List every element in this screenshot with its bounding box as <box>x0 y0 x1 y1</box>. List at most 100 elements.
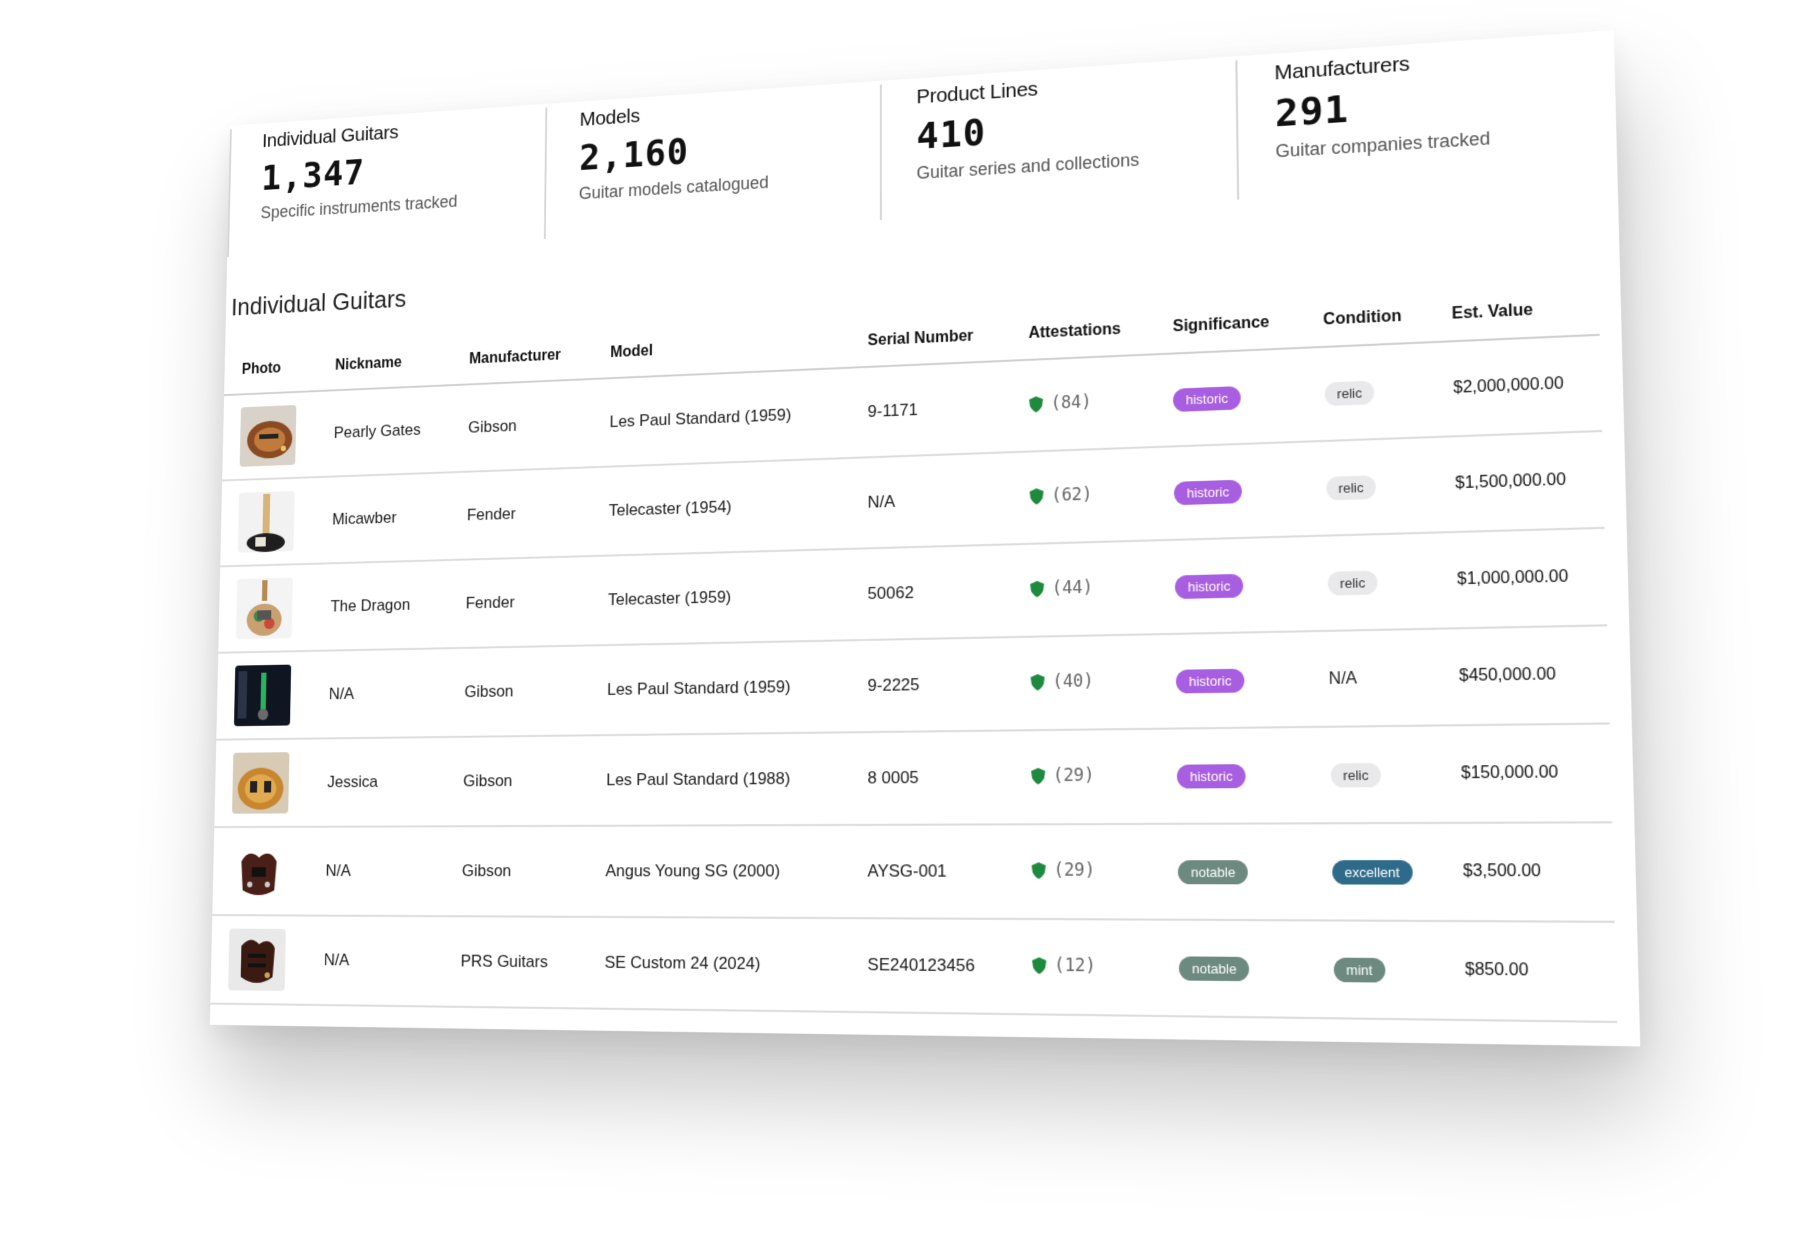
serial-cell: 9-2225 <box>848 637 1010 732</box>
nickname-cell: The Dragon <box>312 560 448 651</box>
serial-cell: N/A <box>848 452 1009 549</box>
value-cell: $1,500,000.00 <box>1433 431 1605 533</box>
significance-badge: historic <box>1174 479 1241 505</box>
attestations-cell: (44) <box>1010 540 1156 637</box>
model-cell: SE Custom 24 (2024) <box>585 917 848 1012</box>
column-header-photo[interactable]: Photo <box>224 345 318 395</box>
value-cell: $450,000.00 <box>1437 625 1610 725</box>
table-row[interactable]: N/A PRS Guitars SE Custom 24 (2024) SE24… <box>210 915 1617 1022</box>
stat-individual-guitars: Individual Guitars 1,347 Specific instru… <box>227 111 491 257</box>
column-header-condition[interactable]: Condition <box>1302 292 1431 348</box>
manufacturer-cell: PRS Guitars <box>442 916 587 1008</box>
significance-cell: notable <box>1157 823 1311 920</box>
significance-cell: historic <box>1153 348 1304 447</box>
manufacturer-cell: Fender <box>447 556 590 648</box>
nickname-cell: Micawber <box>314 472 450 563</box>
model-cell: Telecaster (1959) <box>589 549 848 646</box>
stat-manufacturers: Manufacturers 291 Guitar companies track… <box>1235 39 1552 200</box>
attestations[interactable]: (84) <box>1029 392 1092 415</box>
condition-cell: excellent <box>1310 823 1442 921</box>
column-header-value[interactable]: Est. Value <box>1430 284 1600 342</box>
column-header-serial[interactable]: Serial Number <box>848 312 1008 368</box>
attestations[interactable]: (62) <box>1029 484 1092 506</box>
shield-icon <box>1032 957 1046 974</box>
photo-cell <box>216 651 312 740</box>
attestation-count: (40) <box>1052 671 1094 692</box>
significance-cell: notable <box>1158 920 1313 1018</box>
attestations-cell: (84) <box>1009 354 1154 452</box>
value-cell: $150,000.00 <box>1438 723 1612 822</box>
shield-icon <box>1029 396 1043 413</box>
model-cell: Les Paul Standard (1988) <box>587 732 848 825</box>
red-sg-photo[interactable] <box>230 840 288 902</box>
stat-value: 2,160 <box>579 121 823 178</box>
table-row[interactable]: N/A Gibson Angus Young SG (2000) AYSG-00… <box>212 822 1614 922</box>
table-row[interactable]: Jessica Gibson Les Paul Standard (1988) … <box>214 723 1612 827</box>
stat-models: Models 2,160 Guitar models catalogued <box>544 89 823 239</box>
condition-cell: relic <box>1306 533 1437 632</box>
manufacturer-cell: Gibson <box>450 379 592 472</box>
column-header-nickname[interactable]: Nickname <box>317 339 451 391</box>
telecaster-neck-photo[interactable] <box>238 491 295 553</box>
column-header-significance[interactable]: Significance <box>1152 298 1303 354</box>
shield-icon <box>1031 862 1045 878</box>
significance-badge: historic <box>1173 386 1240 412</box>
photo-cell <box>210 915 307 1005</box>
goldtop-les-paul-photo[interactable] <box>232 752 289 814</box>
significance-badge: historic <box>1175 573 1243 598</box>
shield-icon <box>1031 767 1045 783</box>
dashboard-card: Individual Guitars 1,347 Specific instru… <box>210 30 1640 1046</box>
value-cell: $850.00 <box>1442 921 1617 1022</box>
manufacturer-cell: Gibson <box>446 645 589 737</box>
significance-badge: notable <box>1179 956 1249 981</box>
model-cell: Angus Young SG (2000) <box>586 825 848 918</box>
condition-badge: relic <box>1326 475 1377 500</box>
column-header-attestations[interactable]: Attestations <box>1008 305 1152 360</box>
condition-badge: relic <box>1327 570 1378 595</box>
attestations[interactable]: (40) <box>1030 671 1094 692</box>
nickname-cell: Pearly Gates <box>315 385 450 477</box>
condition-cell: relic <box>1303 342 1433 441</box>
attestations[interactable]: (29) <box>1031 765 1095 786</box>
condition-badge: relic <box>1330 762 1381 787</box>
condition-badge: mint <box>1333 957 1385 982</box>
attestations-cell: (29) <box>1011 824 1158 920</box>
column-header-manufacturer[interactable]: Manufacturer <box>451 332 592 385</box>
significance-cell: historic <box>1156 727 1310 824</box>
attestation-count: (12) <box>1054 955 1096 976</box>
attestation-count: (29) <box>1053 765 1095 786</box>
attestation-count: (62) <box>1051 484 1092 505</box>
attestation-count: (44) <box>1052 577 1093 598</box>
attestations[interactable]: (29) <box>1031 860 1095 881</box>
model-cell: Telecaster (1954) <box>590 458 849 556</box>
attestations-cell: (12) <box>1011 919 1159 1016</box>
value-cell: $1,000,000.00 <box>1435 528 1607 629</box>
nickname-cell: N/A <box>307 826 444 916</box>
dark-stage-guitar-photo[interactable] <box>234 665 291 727</box>
attestations[interactable]: (12) <box>1032 955 1096 976</box>
prs-custom-photo[interactable] <box>228 929 286 991</box>
significance-badge: historic <box>1176 668 1244 693</box>
attestation-count: (84) <box>1051 392 1092 414</box>
condition-badge: relic <box>1324 380 1375 406</box>
shield-icon <box>1029 488 1043 505</box>
significance-cell: historic <box>1154 442 1306 541</box>
sunburst-les-paul-photo[interactable] <box>240 405 297 467</box>
model-cell: Les Paul Standard (1959) <box>591 368 849 468</box>
attestations-cell: (29) <box>1010 729 1157 825</box>
attestation-count: (29) <box>1053 860 1095 881</box>
photo-cell <box>220 477 315 566</box>
nickname-cell: N/A <box>305 916 443 1007</box>
stat-value: 410 <box>916 98 1175 158</box>
condition-badge: excellent <box>1332 860 1413 884</box>
attestations[interactable]: (44) <box>1030 577 1093 599</box>
nickname-cell: Jessica <box>309 737 446 827</box>
manufacturer-cell: Gibson <box>444 735 588 826</box>
stats-bar: Individual Guitars 1,347 Specific instru… <box>227 30 1617 257</box>
value-cell: $3,500.00 <box>1440 822 1614 922</box>
condition-cell: mint <box>1311 920 1444 1019</box>
painted-telecaster-photo[interactable] <box>236 578 293 640</box>
photo-cell <box>214 739 310 828</box>
manufacturer-cell: Fender <box>448 467 590 560</box>
